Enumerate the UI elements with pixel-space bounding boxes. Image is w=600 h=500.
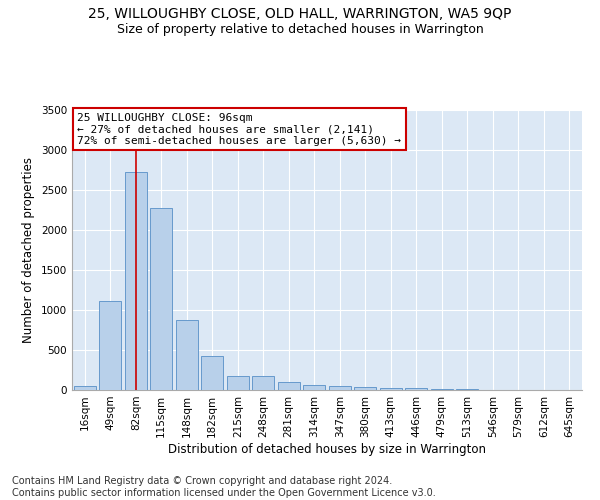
Bar <box>329 386 350 390</box>
Bar <box>202 356 223 390</box>
Y-axis label: Number of detached properties: Number of detached properties <box>22 157 35 343</box>
Bar <box>380 388 401 390</box>
Bar <box>253 376 274 390</box>
Bar <box>355 387 376 390</box>
Text: Distribution of detached houses by size in Warrington: Distribution of detached houses by size … <box>168 442 486 456</box>
Bar <box>227 376 248 390</box>
Bar <box>176 320 197 390</box>
Bar <box>151 208 172 390</box>
Text: Size of property relative to detached houses in Warrington: Size of property relative to detached ho… <box>116 22 484 36</box>
Bar <box>100 301 121 390</box>
Bar <box>125 172 146 390</box>
Text: 25 WILLOUGHBY CLOSE: 96sqm
← 27% of detached houses are smaller (2,141)
72% of s: 25 WILLOUGHBY CLOSE: 96sqm ← 27% of deta… <box>77 113 401 146</box>
Bar <box>74 386 95 390</box>
Text: Contains HM Land Registry data © Crown copyright and database right 2024.
Contai: Contains HM Land Registry data © Crown c… <box>12 476 436 498</box>
Bar <box>304 385 325 390</box>
Bar <box>278 382 299 390</box>
Bar <box>457 389 478 390</box>
Bar <box>431 389 452 390</box>
Text: 25, WILLOUGHBY CLOSE, OLD HALL, WARRINGTON, WA5 9QP: 25, WILLOUGHBY CLOSE, OLD HALL, WARRINGT… <box>88 8 512 22</box>
Bar <box>406 388 427 390</box>
